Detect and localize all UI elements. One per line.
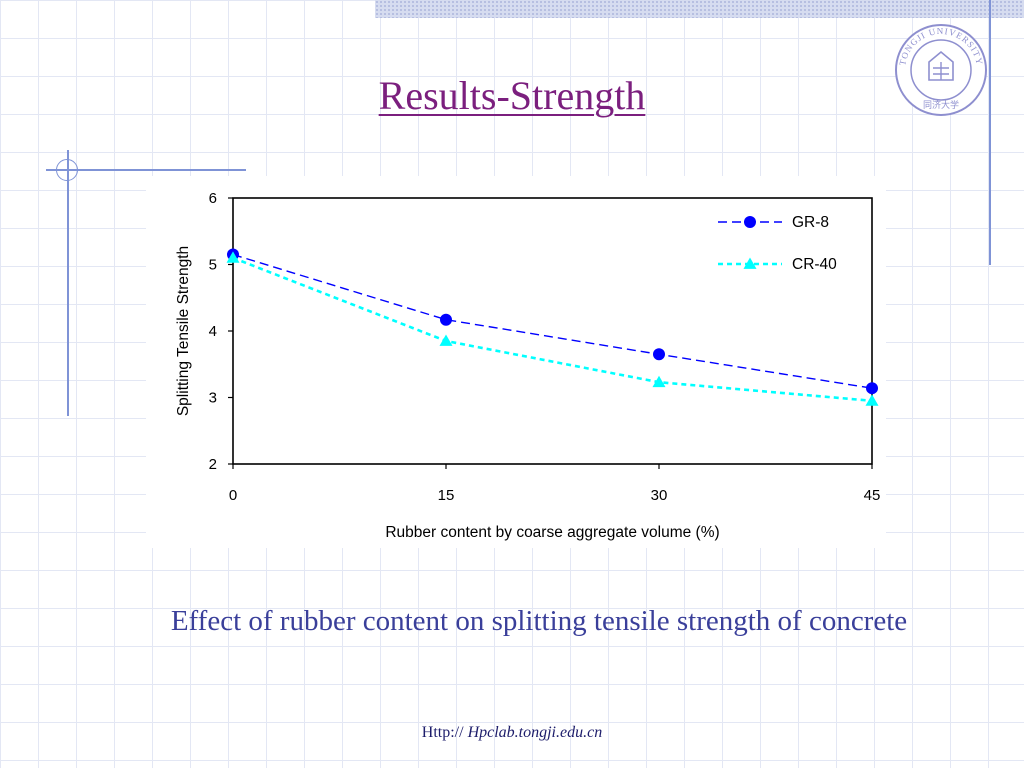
slide-title: Results-Strength — [378, 73, 646, 118]
x-tick-label: 45 — [864, 487, 881, 504]
decor-vertical-line-right — [989, 0, 991, 265]
x-tick-label: 0 — [229, 487, 237, 504]
legend-marker-gr-8 — [744, 216, 756, 228]
footer-link[interactable]: Http:// Hpclab.tongji.edu.cn — [0, 724, 1024, 742]
y-axis-label: Splitting Tensile Strength — [175, 246, 192, 416]
x-tick-label: 30 — [651, 487, 668, 504]
data-point-cr-40 — [865, 394, 879, 406]
x-tick-label: 15 — [438, 487, 455, 504]
legend-marker-cr-40 — [743, 257, 757, 269]
data-point-cr-40 — [652, 375, 666, 388]
top-decorative-band — [375, 0, 1024, 18]
plot-area — [232, 197, 873, 465]
figure-caption: Effect of rubber content on splitting te… — [170, 605, 908, 637]
data-point-cr-40 — [439, 334, 453, 346]
chart-container: 2 3 4 5 6 0 15 30 45 Rubber content by coarse agg… — [146, 176, 886, 548]
decor-vertical-line-left — [67, 150, 69, 416]
x-axis-label: Rubber content by coarse aggregate volum… — [385, 524, 719, 541]
legend-label-gr-8: GR-8 — [792, 214, 829, 231]
university-seal-logo: TONGJI UNIVERSITY 同济大学 — [895, 24, 987, 116]
footer-url: Hpclab.tongji.edu.cn — [467, 724, 603, 741]
y-tick-label: 2 — [209, 456, 217, 473]
decor-horizontal-line-left — [46, 169, 246, 171]
svg-text:同济大学: 同济大学 — [923, 99, 959, 111]
decor-circle — [56, 159, 78, 181]
data-point-gr-8 — [653, 348, 665, 361]
series-line-gr-8 — [232, 253, 873, 389]
data-point-gr-8 — [866, 382, 878, 395]
legend-label-cr-40: CR-40 — [792, 256, 837, 273]
data-point-gr-8 — [440, 313, 452, 326]
y-tick-label: 4 — [209, 323, 217, 340]
y-tick-label: 6 — [209, 190, 217, 207]
footer-prefix: Http:// — [421, 724, 464, 741]
series-line-cr-40 — [232, 256, 873, 403]
y-tick-label: 3 — [209, 390, 217, 407]
data-point-cr-40 — [226, 251, 240, 263]
y-tick-label: 5 — [209, 257, 217, 274]
